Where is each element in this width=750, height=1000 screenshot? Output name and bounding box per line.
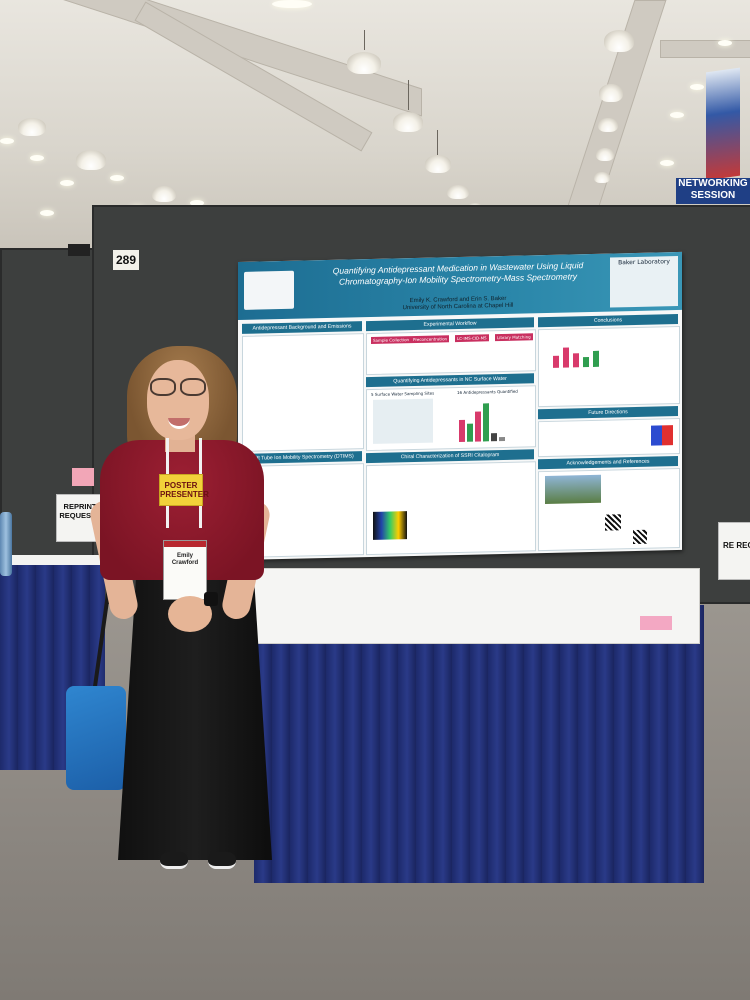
pendant-lamp [604,30,634,52]
pendant-lamp [599,84,623,102]
section-acknowledgements: Acknowledgements and References [538,456,678,470]
pendant-lamp [152,186,176,202]
section-future: Future Directions [538,406,678,420]
section-conclusions: Conclusions [538,314,678,328]
ack-panel [538,467,680,552]
future-panel [538,417,680,458]
sticky-note [72,468,94,486]
poster-presenter-ribbon: POSTER PRESENTER [159,474,209,506]
display-table [250,568,700,644]
smile [168,418,190,429]
university-logo [244,270,294,310]
pendant-lamp [18,118,46,136]
networking-session-sign: NETWORKING SESSION [676,178,750,204]
quantifying-panel: 5 Surface Water Sampling Sites 16 Antide… [366,385,536,452]
qr-code [633,529,647,545]
conclusions-chart [551,337,611,368]
chiral-panel [366,461,536,556]
presenter-shoe [160,852,188,869]
pendant-lamp [447,185,469,199]
qr-code [605,514,621,531]
pendant-lamp [76,150,106,170]
background-panel [242,333,364,452]
ims-heatmap [373,511,407,540]
quantified-chart [457,399,517,442]
glasses [148,378,206,396]
reprint-requests-sign-right: RE REQ [718,522,750,580]
pendant-lamp [425,155,451,173]
hanging-banner [706,67,740,181]
lab-photo [545,474,601,505]
section-background: Antidepressant Background and Emissions [242,321,362,334]
lab-logo: Baker Laboratory [610,256,678,308]
table-skirt [254,605,704,883]
poster-header: Quantifying Antidepressant Medication in… [238,251,682,320]
poster-title: Quantifying Antidepressant Medication in… [332,260,584,287]
workflow-panel: Sample Collection Preconcentration LC-IM… [366,329,536,376]
booth-number: 289 [113,250,139,270]
name-badge: Emily Crawford [163,540,207,600]
water-bottle [0,512,12,576]
pendant-lamp [393,112,423,132]
poster-authors: Emily K. Crawford and Erin S. Baker Univ… [402,295,514,312]
sampling-map [373,398,433,444]
pendant-lamp [598,118,618,132]
research-poster: Quantifying Antidepressant Medication in… [238,251,682,560]
pendant-lamp [596,148,614,161]
sticky-note [640,616,672,630]
wristwatch [204,592,218,606]
presenter-shoe [208,852,236,869]
ceiling-beam [660,40,750,58]
conclusions-panel [538,325,680,408]
pendant-lamp [347,52,381,74]
blue-tote-bag [66,686,126,790]
pendant-lamp [594,172,610,183]
